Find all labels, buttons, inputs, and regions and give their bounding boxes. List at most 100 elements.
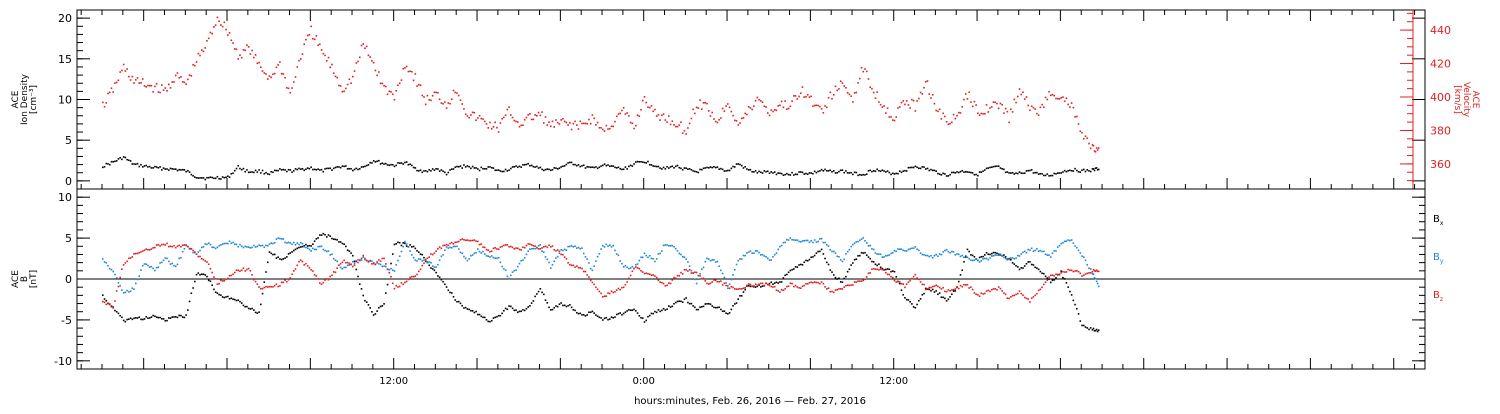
data-point bbox=[832, 274, 835, 276]
data-point bbox=[143, 165, 146, 167]
data-point bbox=[270, 170, 273, 173]
data-point bbox=[593, 166, 595, 169]
data-point bbox=[258, 286, 260, 288]
data-point bbox=[178, 168, 180, 171]
data-point bbox=[1081, 255, 1083, 257]
data-point bbox=[704, 260, 707, 263]
data-point bbox=[707, 258, 710, 260]
data-point bbox=[931, 285, 934, 288]
data-point bbox=[520, 260, 523, 262]
data-point bbox=[136, 278, 139, 281]
data-point bbox=[303, 245, 306, 248]
data-point bbox=[668, 167, 670, 169]
data-point bbox=[503, 309, 505, 312]
data-point bbox=[546, 124, 549, 126]
data-point bbox=[650, 274, 653, 277]
data-point bbox=[829, 269, 832, 271]
data-point bbox=[555, 257, 557, 259]
data-point bbox=[664, 285, 667, 287]
data-point bbox=[702, 102, 705, 104]
data-point bbox=[117, 282, 120, 284]
data-point bbox=[352, 265, 354, 268]
data-point bbox=[445, 243, 448, 246]
data-point bbox=[796, 98, 799, 100]
data-point bbox=[626, 168, 628, 170]
data-point bbox=[1096, 282, 1099, 285]
velocity-tick-label: 400 bbox=[1430, 91, 1451, 104]
data-point bbox=[831, 97, 833, 100]
data-point bbox=[1089, 170, 1092, 173]
data-point bbox=[152, 247, 154, 249]
data-point bbox=[725, 312, 727, 314]
data-point bbox=[284, 257, 286, 259]
data-point bbox=[937, 172, 939, 175]
data-point bbox=[435, 91, 437, 94]
data-point bbox=[489, 320, 491, 323]
data-point bbox=[1046, 98, 1049, 101]
data-point bbox=[1025, 96, 1028, 98]
data-point bbox=[739, 294, 741, 297]
data-point bbox=[308, 244, 311, 247]
data-point bbox=[763, 170, 766, 172]
data-point bbox=[546, 246, 549, 249]
data-point bbox=[937, 110, 939, 113]
data-point bbox=[558, 303, 561, 305]
data-point bbox=[266, 245, 269, 247]
data-point bbox=[334, 259, 337, 262]
data-point bbox=[1029, 109, 1031, 111]
data-point bbox=[416, 260, 418, 262]
data-point bbox=[544, 168, 547, 171]
data-point bbox=[937, 293, 939, 296]
data-point bbox=[659, 252, 661, 255]
data-point bbox=[325, 250, 328, 253]
data-point bbox=[1022, 294, 1024, 296]
data-point bbox=[390, 267, 392, 270]
data-point bbox=[254, 311, 257, 314]
data-point bbox=[371, 260, 373, 262]
data-point bbox=[525, 116, 528, 119]
data-point bbox=[423, 96, 425, 98]
data-point bbox=[1055, 250, 1057, 252]
data-point bbox=[881, 268, 884, 271]
data-point bbox=[173, 264, 175, 267]
data-point bbox=[180, 314, 182, 317]
data-point bbox=[650, 257, 653, 260]
data-point bbox=[624, 113, 627, 115]
data-point bbox=[1062, 270, 1064, 273]
data-point bbox=[905, 298, 908, 301]
data-point bbox=[865, 70, 868, 73]
data-point bbox=[124, 320, 127, 323]
data-point bbox=[940, 118, 943, 120]
data-point bbox=[704, 303, 707, 305]
data-point bbox=[829, 169, 832, 172]
data-point bbox=[1079, 252, 1082, 254]
data-point bbox=[985, 167, 988, 170]
data-point bbox=[315, 35, 318, 37]
data-point bbox=[459, 165, 462, 167]
data-point bbox=[756, 172, 759, 174]
data-point bbox=[582, 252, 585, 255]
data-point bbox=[284, 169, 286, 171]
data-point bbox=[852, 173, 854, 176]
data-point bbox=[643, 161, 646, 164]
data-point bbox=[926, 254, 929, 257]
data-point bbox=[964, 93, 967, 95]
data-point bbox=[133, 163, 135, 165]
data-point bbox=[570, 245, 573, 247]
data-point bbox=[134, 317, 137, 319]
data-point bbox=[1034, 171, 1036, 174]
data-point bbox=[367, 304, 370, 306]
data-point bbox=[595, 260, 597, 262]
data-point bbox=[942, 172, 944, 175]
data-point bbox=[754, 283, 757, 286]
data-point bbox=[763, 284, 766, 287]
data-point bbox=[204, 260, 207, 262]
data-point bbox=[167, 317, 170, 319]
data-point bbox=[312, 243, 314, 246]
data-point bbox=[1062, 241, 1064, 244]
data-point bbox=[982, 112, 984, 115]
data-point bbox=[742, 254, 745, 257]
data-point bbox=[891, 270, 894, 272]
data-point bbox=[265, 244, 267, 247]
data-point bbox=[970, 171, 972, 174]
